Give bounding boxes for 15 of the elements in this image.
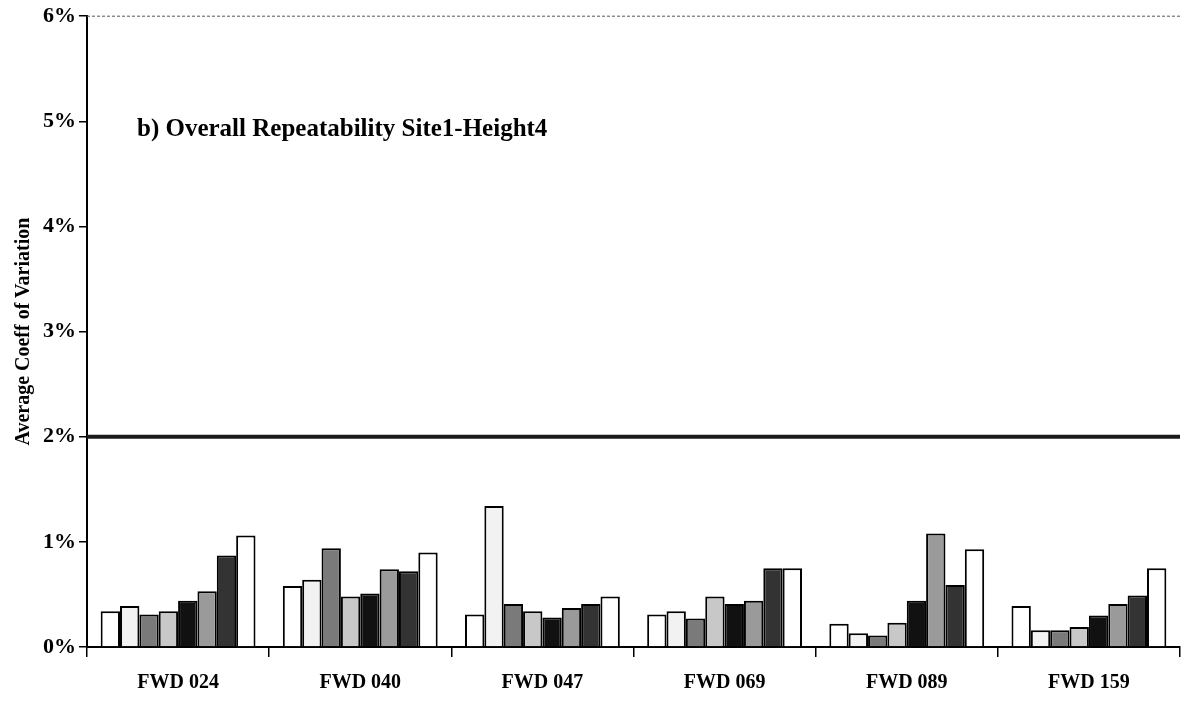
x-tick-label: FWD 089 <box>865 670 948 693</box>
y-tick-label: 0% <box>43 632 76 658</box>
x-tick-label: FWD 069 <box>683 670 766 693</box>
y-tick-label: 6% <box>43 1 76 27</box>
x-tick-label: FWD 024 <box>137 670 219 693</box>
y-tick-label: 1% <box>43 527 76 553</box>
x-tick-label: FWD 159 <box>1048 670 1130 693</box>
y-tick-label: 4% <box>43 212 76 238</box>
x-tick-label: FWD 040 <box>319 670 402 693</box>
y-tick-label: 3% <box>43 317 76 343</box>
text: b) Overall Repeatability Site1-Height4 <box>137 114 548 143</box>
y-tick-label: 5% <box>43 107 76 133</box>
x-tick-label: FWD 047 <box>501 670 584 693</box>
y-axis-title: Average Coeff of Variation <box>11 217 35 446</box>
y-tick-label: 2% <box>43 422 76 448</box>
